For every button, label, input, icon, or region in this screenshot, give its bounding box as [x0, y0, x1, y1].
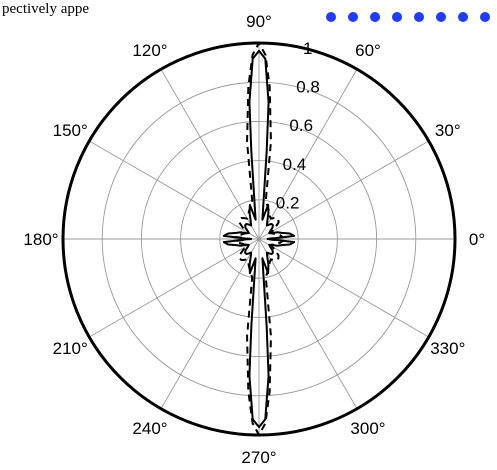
- legend-dot: [414, 12, 424, 22]
- angular-tick-label: 0°: [469, 230, 485, 249]
- angular-tick-label: 30°: [435, 121, 461, 140]
- angular-tick-label: 60°: [355, 41, 381, 60]
- radial-tick-label: 0.6: [289, 116, 313, 135]
- spoke-line: [258, 140, 429, 240]
- angular-tick-label: 120°: [132, 41, 167, 60]
- spoke-grid: [63, 43, 455, 435]
- legend-dot: [392, 12, 402, 22]
- dot-row: [326, 12, 490, 22]
- spoke-line: [160, 69, 260, 240]
- series-layer: [222, 42, 296, 436]
- spoke-line: [89, 140, 260, 240]
- angular-tick-label: 270°: [241, 448, 276, 467]
- radial-ticks: 0.2 0.4 0.6 0.8 1: [276, 39, 320, 212]
- angular-tick-label: 240°: [132, 419, 167, 438]
- angular-tick-label: 330°: [430, 339, 465, 358]
- angular-tick-label: 180°: [23, 230, 58, 249]
- angular-tick-label: 210°: [53, 339, 88, 358]
- series-dashed-line: [234, 42, 284, 436]
- spoke-line: [160, 238, 260, 409]
- legend-dot: [436, 12, 446, 22]
- radial-tick-label: 1: [303, 39, 312, 58]
- angular-tick-label: 90°: [246, 12, 272, 31]
- legend-dot: [480, 12, 490, 22]
- legend-dot: [326, 12, 336, 22]
- angular-tick-label: 300°: [350, 419, 385, 438]
- angular-ticks: 0° 30° 60° 90° 120° 150° 180° 210° 240° 270° 300° 3…: [23, 12, 485, 467]
- radial-tick-label: 0.8: [296, 78, 320, 97]
- caption-fragment: pectively appe: [2, 1, 89, 17]
- legend-dot: [348, 12, 358, 22]
- radial-tick-label: 0.4: [283, 155, 307, 174]
- spoke-line: [89, 238, 260, 338]
- polar-frame: [61, 41, 457, 437]
- angular-tick-label: 150°: [53, 121, 88, 140]
- spoke-line: [258, 69, 358, 240]
- spoke-line: [258, 238, 429, 338]
- spoke-line: [258, 238, 358, 409]
- legend-dot: [458, 12, 468, 22]
- legend-dot: [370, 12, 380, 22]
- radial-tick-label: 0.2: [276, 193, 300, 212]
